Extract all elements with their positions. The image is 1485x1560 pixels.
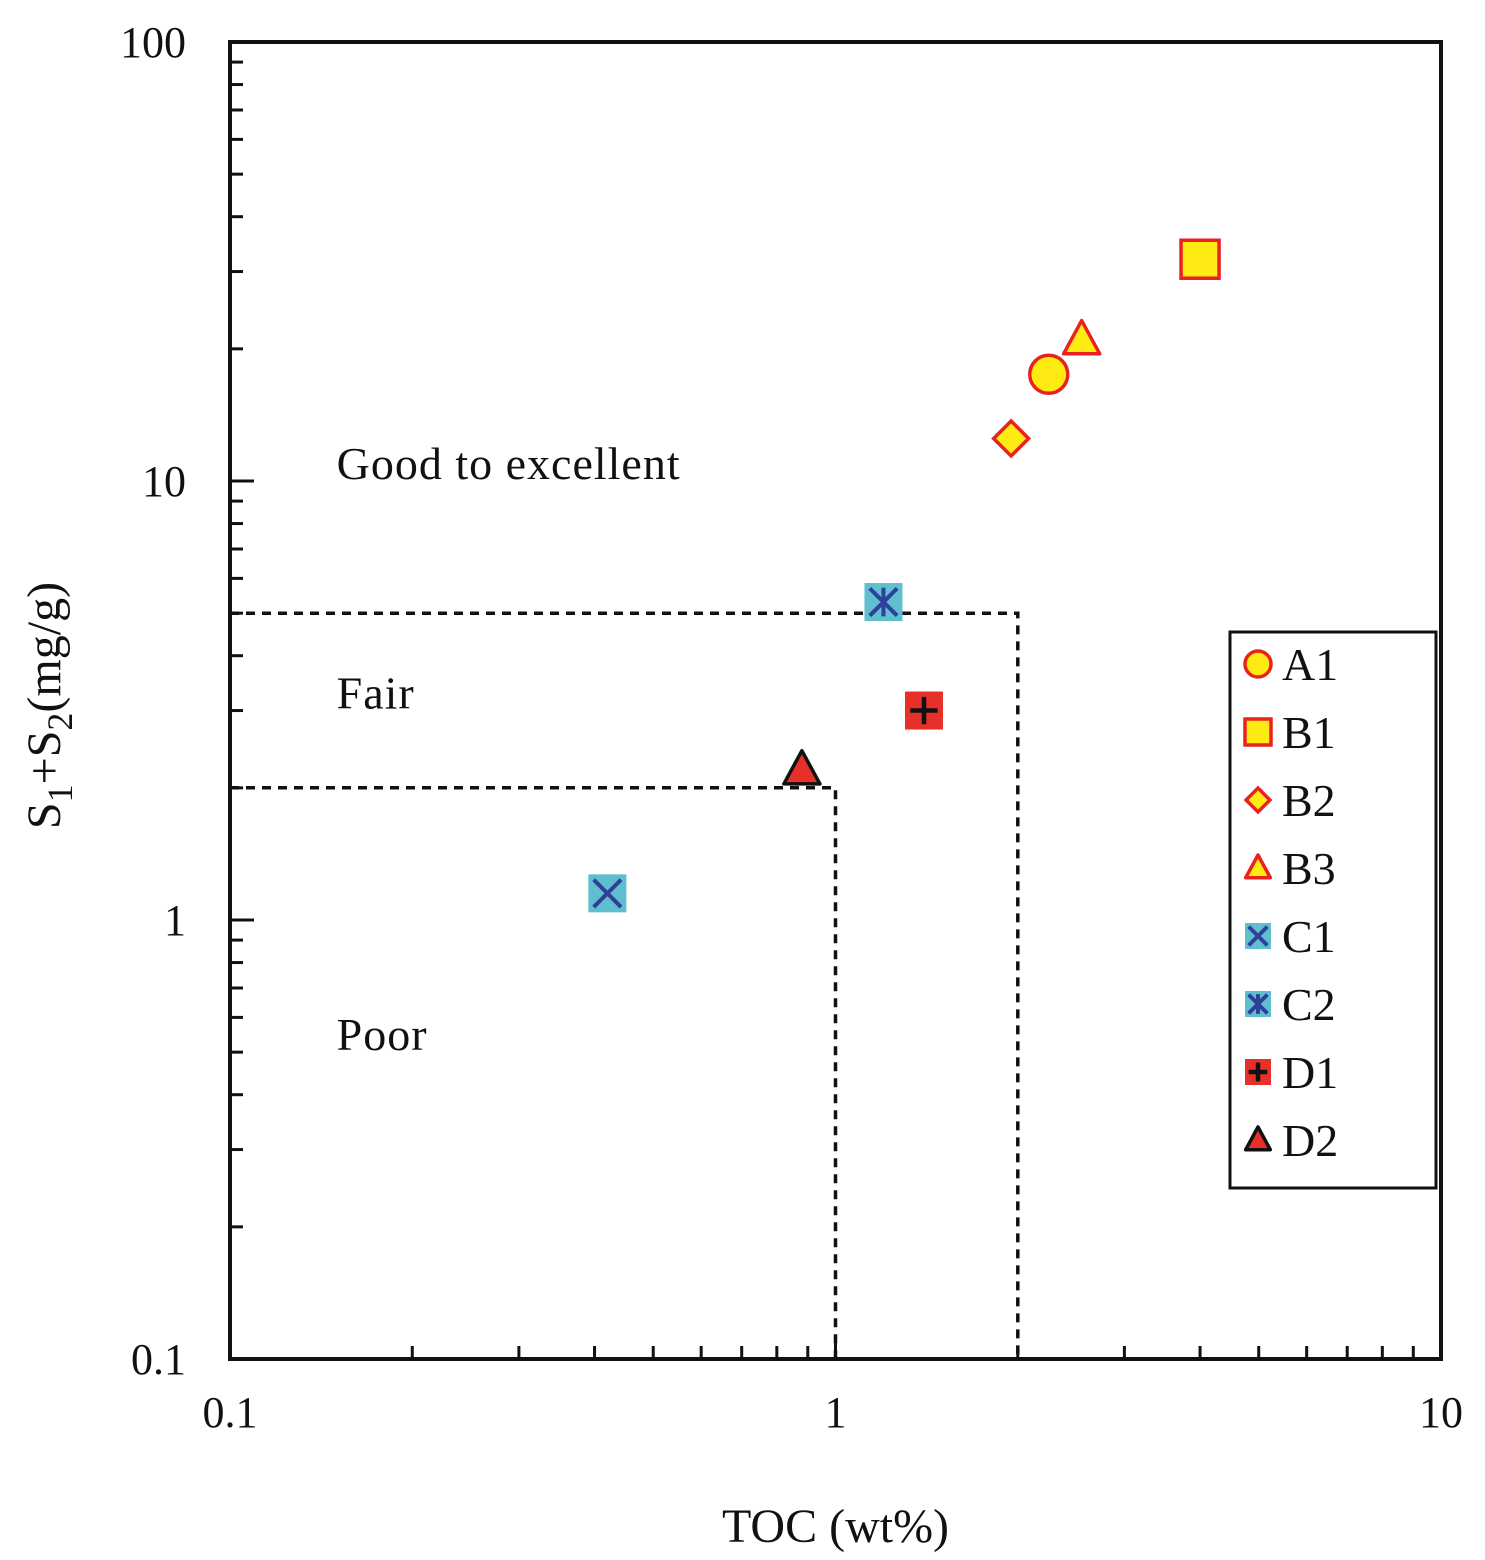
region-label-fair: Fair — [337, 667, 415, 718]
legend-label: D2 — [1282, 1115, 1338, 1166]
legend-item-d2: D2 — [1243, 1115, 1338, 1166]
axis-ticks: 0.1 1 10 0.1 1 10 100 — [120, 18, 1463, 1437]
legend-marker — [1245, 923, 1271, 949]
point-b3 — [1061, 318, 1102, 356]
legend-marker — [1243, 649, 1273, 679]
boundary-fair-good — [230, 611, 1020, 1359]
legend-item-b2: B2 — [1243, 775, 1336, 826]
region-label-good: Good to excellent — [337, 438, 681, 489]
point-d2 — [782, 748, 822, 786]
legend: A1 B1 B2 B3 C1 C2 D1 D2 — [1228, 630, 1438, 1190]
point-c2 — [864, 583, 903, 622]
legend-label: A1 — [1282, 639, 1338, 690]
point-d1 — [904, 691, 943, 730]
legend-marker — [1243, 1125, 1273, 1152]
data-points — [588, 238, 1221, 913]
point-b1 — [1179, 238, 1221, 280]
legend-label: B3 — [1282, 843, 1336, 894]
x-tick-label: 1 — [825, 1388, 847, 1437]
legend-item-c2: C2 — [1245, 979, 1336, 1030]
x-axis-title: TOC (wt%) — [722, 1500, 949, 1553]
point-b2 — [991, 418, 1032, 459]
legend-marker — [1245, 1059, 1271, 1085]
legend-item-c1: C1 — [1245, 911, 1336, 962]
y-tick-label: 1 — [164, 896, 186, 945]
x-tick-label: 0.1 — [203, 1388, 258, 1437]
legend-label: C1 — [1282, 911, 1336, 962]
legend-label: C2 — [1282, 979, 1336, 1030]
point-c1 — [588, 874, 627, 913]
legend-marker — [1243, 785, 1273, 815]
legend-label: D1 — [1282, 1047, 1338, 1098]
legend-item-d1: D1 — [1245, 1047, 1338, 1098]
x-tick-label: 10 — [1419, 1388, 1463, 1437]
region-labels: Poor Fair Good to excellent — [337, 438, 681, 1060]
legend-label: B1 — [1282, 707, 1336, 758]
y-axis-title: S1+S2(mg/g) — [18, 582, 80, 829]
legend-marker — [1243, 853, 1273, 880]
legend-label: B2 — [1282, 775, 1336, 826]
legend-item-a1: A1 — [1243, 639, 1338, 690]
boundary-poor-fair — [230, 786, 838, 1359]
y-tick-label: 10 — [142, 457, 186, 506]
region-label-poor: Poor — [337, 1009, 428, 1060]
y-tick-label: 0.1 — [131, 1335, 186, 1384]
y-tick-label: 100 — [120, 18, 186, 67]
point-a1 — [1027, 353, 1070, 396]
legend-item-b3: B3 — [1243, 843, 1336, 894]
legend-marker — [1243, 717, 1273, 747]
legend-item-b1: B1 — [1243, 707, 1336, 758]
legend-marker — [1245, 991, 1271, 1017]
region-boundaries — [230, 611, 1020, 1359]
